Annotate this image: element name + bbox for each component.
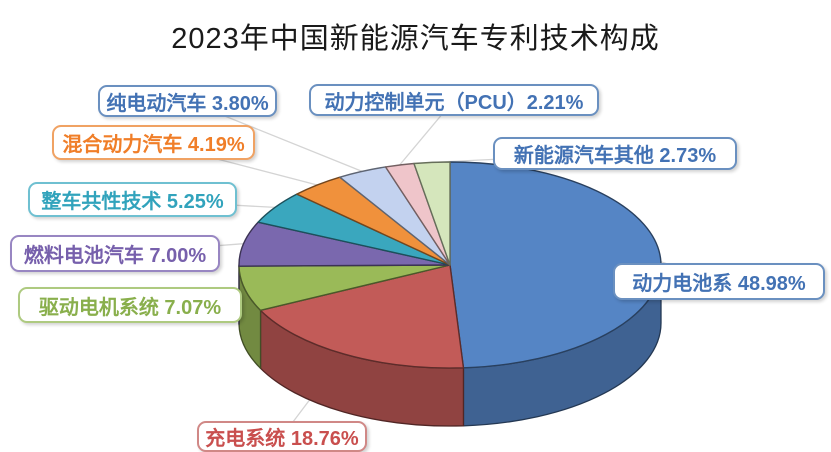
leader-line-vehicle-common-tech: [132, 198, 276, 209]
leader-line-hybrid-vehicle: [153, 141, 318, 186]
leader-line-drive-motor-system: [129, 288, 245, 306]
leader-line-power-control-unit: [399, 99, 455, 166]
pie-slice-top-charging-system: [259, 264, 465, 369]
leader-line-pure-electric-vehicle: [187, 100, 363, 172]
leader-line-nev-other: [431, 152, 616, 164]
leader-line-fuel-cell-vehicle: [114, 243, 244, 255]
pie-top-faces: [238, 161, 662, 369]
chart-title: 2023年中国新能源汽车专利技术构成: [171, 23, 660, 55]
pie-slice-top-power-battery: [449, 161, 662, 369]
pie-slice-top-nev-other: [413, 161, 451, 266]
leader-line-power-battery: [660, 261, 720, 283]
